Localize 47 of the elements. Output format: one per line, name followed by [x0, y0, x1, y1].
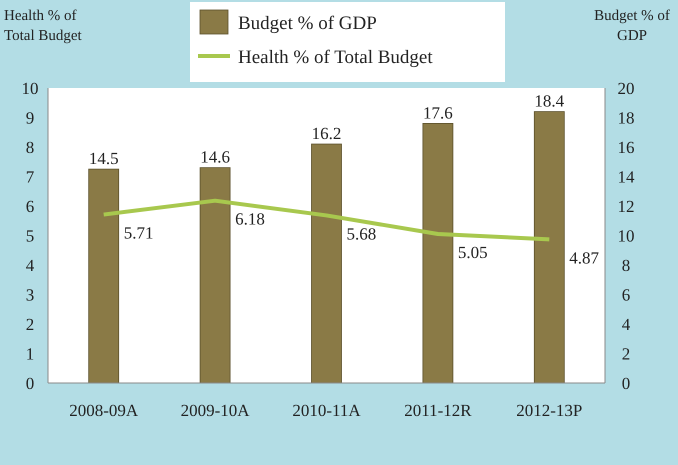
data-label: 5.71: [124, 224, 154, 243]
y2-tick-label: 16: [618, 138, 634, 157]
y-tick-label: 2: [26, 314, 34, 334]
bar: [88, 168, 120, 384]
data-label: 14.6: [200, 148, 230, 167]
data-label: 18.4: [534, 92, 565, 111]
x-tick-label: 2008-09A: [69, 401, 139, 420]
y-tick-label: 9: [26, 108, 34, 128]
data-label: 16.2: [312, 124, 342, 144]
y-tick-label: 3: [26, 285, 34, 304]
y-tick-label: 7: [26, 167, 35, 186]
y-tick-label: 10: [22, 78, 38, 98]
legend-label: Budget % of GDP: [238, 13, 377, 34]
y2-tick-label: 2: [622, 344, 630, 364]
data-label: 4.87: [569, 248, 600, 268]
bar: [422, 123, 454, 384]
data-label: 17.6: [423, 103, 453, 122]
y2-tick-label: 6: [622, 285, 630, 304]
y-tick-label: 8: [26, 138, 34, 157]
y-tick-label: 6: [26, 196, 34, 216]
y-tick-label: 0: [26, 374, 34, 393]
x-tick-label: 2010-11A: [292, 401, 362, 420]
y-tick-label: 4: [26, 256, 35, 275]
data-label: 5.05: [458, 243, 488, 262]
y2-tick-label: 20: [618, 78, 634, 98]
y2-tick-label: 10: [618, 226, 634, 246]
bar: [200, 167, 230, 384]
x-tick-label: 2011-12R: [404, 401, 472, 420]
x-tick-label: 2012-13P: [516, 401, 582, 420]
y2-tick-label: 12: [618, 196, 634, 216]
y2-tick-label: 4: [622, 314, 631, 334]
legend-label: Health % of Total Budget: [238, 47, 434, 68]
y-axis-title: Health % of Total Budget: [4, 8, 83, 44]
data-label: 14.5: [88, 149, 119, 168]
data-label: 5.68: [346, 224, 376, 244]
line-series: [102, 198, 552, 242]
bar: [311, 144, 342, 384]
y2-tick-label: 8: [622, 256, 630, 275]
x-tick-label: 2009-10A: [180, 401, 250, 420]
y2-axis-title: Budget % of GDP: [594, 8, 670, 44]
data-label: 6.18: [235, 210, 265, 229]
y-tick-label: 1: [26, 344, 34, 364]
y-tick-label: 5: [26, 226, 34, 246]
bar: [534, 111, 565, 384]
y2-tick-label: 18: [618, 108, 634, 128]
y2-tick-label: 14: [618, 167, 635, 186]
y2-tick-label: 0: [622, 374, 630, 393]
